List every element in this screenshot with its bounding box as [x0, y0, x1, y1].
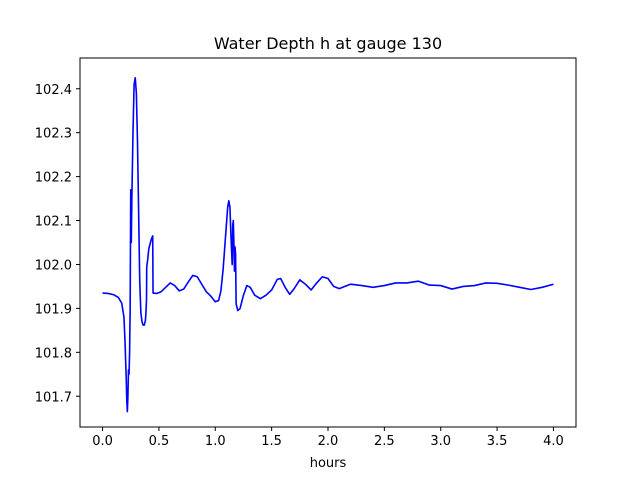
x-axis-label: hours	[310, 456, 347, 471]
x-tick-label: 2.0	[318, 434, 339, 449]
y-tick-label: 102.3	[35, 127, 72, 142]
y-tick-label: 102.1	[35, 215, 72, 230]
y-tick-label: 102.4	[35, 83, 72, 98]
x-tick-label: 3.0	[430, 434, 451, 449]
y-tick-label: 101.8	[35, 346, 72, 361]
y-tick-label: 101.7	[35, 390, 72, 405]
plot-frame	[79, 57, 577, 428]
chart-title: Water Depth h at gauge 130	[214, 34, 442, 53]
x-axis: 0.0 0.5 1.0 1.5 2.0 2.5 3.0 3.5 4.0	[92, 427, 564, 449]
x-tick-label: 0.5	[149, 434, 170, 449]
y-axis: 101.7 101.8 101.9 102.0 102.1 102.2 102.3 102.4	[35, 83, 80, 405]
y-tick-label: 101.9	[35, 302, 72, 317]
series-line-0	[102, 76, 554, 413]
x-tick-label: 0.0	[92, 434, 113, 449]
x-tick-label: 1.5	[261, 434, 282, 449]
x-tick-label: 1.0	[205, 434, 226, 449]
plot-area	[79, 57, 577, 428]
x-tick-label: 2.5	[374, 434, 395, 449]
x-tick-label: 4.0	[543, 434, 564, 449]
x-tick-label: 3.5	[487, 434, 508, 449]
y-tick-label: 102.0	[35, 258, 72, 273]
y-tick-label: 102.2	[35, 171, 72, 186]
